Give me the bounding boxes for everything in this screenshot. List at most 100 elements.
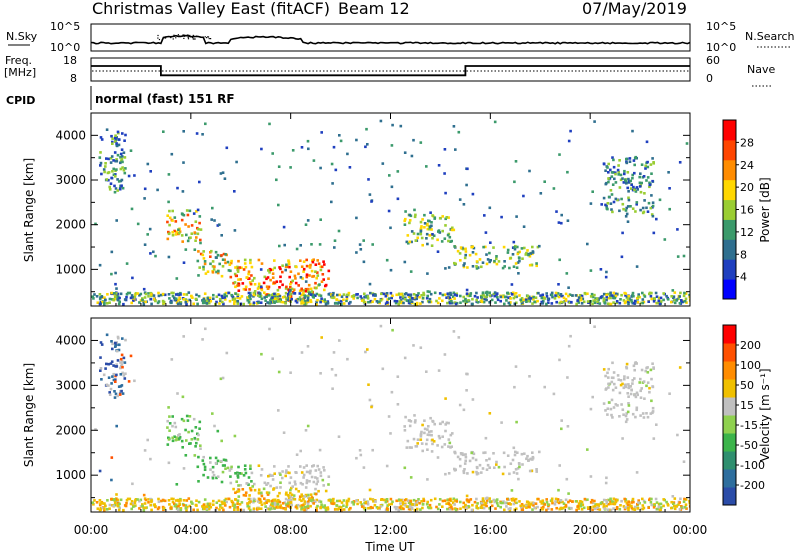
velocity-near-range-cell <box>289 498 292 501</box>
power-sparse-cell <box>310 243 313 246</box>
power-near-range-cell <box>580 302 584 305</box>
velocity-echo-cell <box>99 369 102 372</box>
power-near-range-cell <box>580 294 584 298</box>
power-sparse-cell <box>591 190 594 193</box>
nsky-scatter-point <box>183 37 185 40</box>
power-near-range-cell <box>480 295 483 299</box>
power-near-range-cell <box>680 299 683 302</box>
velocity-near-range-cell <box>628 505 632 508</box>
velocity-near-range-cell <box>462 501 465 505</box>
power-near-range-cell <box>167 293 171 296</box>
time-tick-label: 20:00 <box>573 523 608 537</box>
velocity-echo-cell <box>121 392 125 395</box>
power-echo-cell <box>194 239 197 242</box>
power-echo-cell <box>256 287 260 290</box>
power-echo-cell <box>121 160 124 164</box>
power-near-range-cell <box>534 296 538 299</box>
power-echo-cell <box>444 224 447 227</box>
power-echo-cell <box>527 253 530 257</box>
velocity-echo-cell <box>607 367 610 371</box>
power-near-range-cell <box>465 300 468 303</box>
power-near-range-cell <box>150 302 153 306</box>
velocity-near-range-cell <box>451 501 455 504</box>
velocity-echo-cell <box>609 407 613 411</box>
velocity-near-range-cell <box>642 499 646 503</box>
velocity-sparse-cell <box>458 403 462 407</box>
velocity-sparse-cell <box>192 417 196 421</box>
colorbar-segment <box>723 159 736 181</box>
power-near-range-cell <box>630 295 633 298</box>
power-echo-cell <box>111 170 114 173</box>
power-sparse-cell <box>605 270 608 274</box>
power-near-range-cell <box>594 297 597 300</box>
velocity-near-range-cell <box>247 505 251 509</box>
power-near-range-cell <box>280 300 283 304</box>
velocity-near-range-cell <box>575 508 578 512</box>
power-sparse-cell <box>635 186 639 189</box>
velocity-echo-cell <box>109 387 113 391</box>
velocity-near-range-cell <box>455 498 458 502</box>
power-near-range-cell <box>592 299 595 302</box>
velocity-echo-cell <box>464 459 467 463</box>
power-echo-cell <box>626 205 630 208</box>
velocity-near-range-cell <box>453 499 457 502</box>
power-near-range-cell <box>546 297 550 301</box>
velocity-echo-cell <box>240 472 243 475</box>
velocity-near-range-cell <box>559 499 563 502</box>
power-echo-cell <box>237 289 241 292</box>
colorbar-segment <box>723 487 736 506</box>
velocity-near-range-cell <box>359 501 362 504</box>
velocity-echo-cell <box>514 450 517 454</box>
velocity-echo-cell <box>470 451 473 455</box>
power-echo-cell <box>288 265 291 269</box>
power-sparse-cell <box>448 296 452 299</box>
velocity-echo-cell <box>119 357 123 361</box>
power-near-range-cell <box>99 300 103 304</box>
velocity-near-range-cell <box>369 505 373 509</box>
colorbar-segment <box>723 379 736 398</box>
power-echo-cell <box>166 220 169 224</box>
power-echo-cell <box>408 240 412 244</box>
velocity-sparse-cell <box>655 423 658 426</box>
velocity-echo-cell <box>453 467 456 471</box>
power-sparse-cell <box>319 166 322 170</box>
velocity-near-range-cell <box>303 500 307 503</box>
velocity-echo-cell <box>622 413 625 416</box>
power-echo-cell <box>220 254 223 257</box>
power-near-range-cell <box>607 296 610 300</box>
velocity-echo-cell <box>104 367 107 370</box>
velocity-near-range-cell <box>484 501 487 505</box>
velocity-near-range-cell <box>482 506 486 510</box>
power-near-range-cell <box>184 300 188 304</box>
velocity-echo-cell <box>196 465 200 469</box>
velocity-near-range-cell <box>672 502 675 505</box>
velocity-echo-cell <box>521 463 524 466</box>
velocity-echo-cell <box>113 390 116 393</box>
power-near-range-cell <box>265 295 268 298</box>
velocity-near-range-cell <box>403 498 407 502</box>
power-echo-cell <box>300 265 304 268</box>
power-echo-cell <box>229 269 232 273</box>
velocity-sparse-cell <box>320 336 323 339</box>
power-echo-cell <box>324 283 328 287</box>
power-echo-cell <box>635 203 638 206</box>
velocity-echo-cell <box>433 422 436 426</box>
power-sparse-cell <box>364 145 367 149</box>
power-near-range-cell <box>126 291 130 295</box>
velocity-near-range-cell <box>593 499 596 503</box>
power-near-range-cell <box>688 293 690 297</box>
power-near-range-cell <box>579 298 583 302</box>
power-near-range-cell <box>532 295 535 299</box>
power-echo-cell <box>312 258 315 261</box>
range-tick-label: 3000 <box>55 173 86 187</box>
velocity-sparse-cell <box>444 472 447 476</box>
velocity-sparse-cell <box>499 501 503 505</box>
power-sparse-cell <box>539 192 543 195</box>
velocity-sparse-cell <box>181 395 185 399</box>
power-sparse-cell <box>426 272 429 275</box>
power-near-range-cell <box>366 295 370 298</box>
power-sparse-cell <box>362 239 365 242</box>
power-echo-cell <box>202 250 205 253</box>
power-echo-cell <box>273 266 276 270</box>
power-sparse-cell <box>566 219 570 222</box>
